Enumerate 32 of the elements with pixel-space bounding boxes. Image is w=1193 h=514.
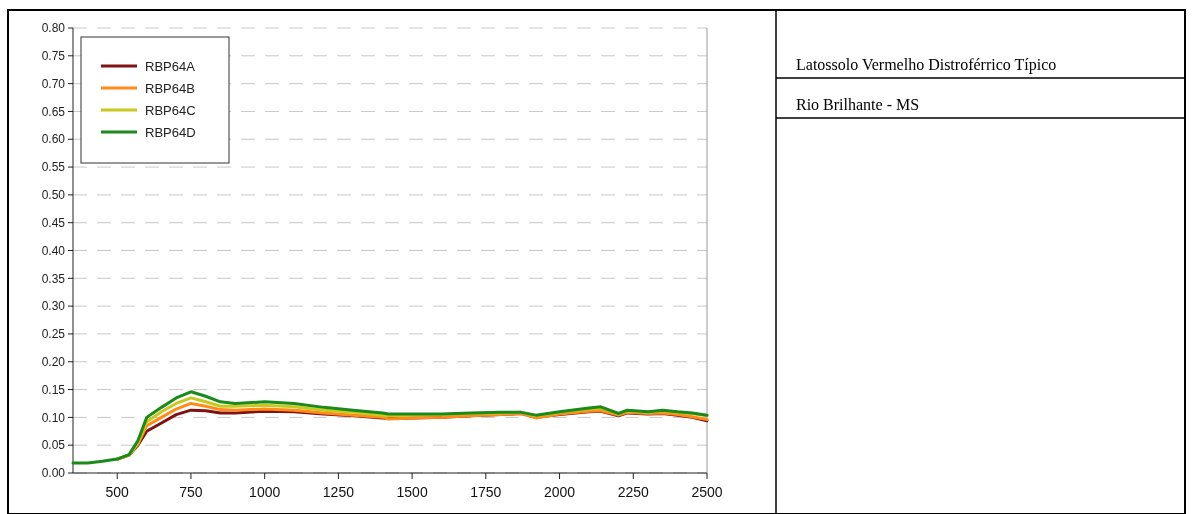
x-tick-label: 2500 (691, 484, 723, 500)
y-tick-label: 0.65 (41, 104, 66, 119)
y-tick-label: 0.45 (41, 215, 66, 230)
x-tick-label: 1000 (249, 484, 281, 500)
y-tick-label: 0.25 (41, 327, 66, 342)
legend-label: RBP64B (145, 80, 195, 96)
y-tick-label: 0.20 (41, 354, 66, 369)
y-tick-label: 0.15 (41, 382, 66, 397)
x-tick-label: 1500 (396, 484, 428, 500)
x-tick-label: 1250 (322, 484, 355, 500)
y-tick-label: 0.40 (41, 243, 66, 258)
x-tick-label: 2250 (617, 484, 650, 500)
y-tick-label: 0.75 (41, 49, 66, 64)
legend-label: RBP64C (145, 102, 196, 118)
y-tick-label: 0.80 (41, 21, 66, 36)
y-tick-label: 0.35 (41, 271, 66, 286)
y-tick-label: 0.50 (41, 188, 66, 203)
x-tick-label: 500 (105, 484, 130, 500)
y-tick-label: 0.00 (41, 466, 66, 481)
y-tick-label: 0.70 (41, 76, 66, 91)
x-tick-label: 1750 (470, 484, 502, 500)
text: Rio Brilhante - MS (796, 96, 920, 113)
x-tick-label: 2000 (543, 484, 576, 500)
y-tick-label: 0.05 (41, 438, 66, 453)
y-tick-label: 0.10 (41, 410, 66, 425)
y-tick-label: 0.30 (41, 299, 66, 314)
text: Latossolo Vermelho Distroférrico Típico (796, 56, 1057, 74)
legend-label: RBP64A (145, 58, 196, 74)
y-tick-label: 0.55 (41, 160, 66, 175)
y-tick-label: 0.60 (41, 132, 66, 147)
legend-label: RBP64D (145, 124, 196, 140)
x-tick-label: 750 (179, 484, 203, 500)
